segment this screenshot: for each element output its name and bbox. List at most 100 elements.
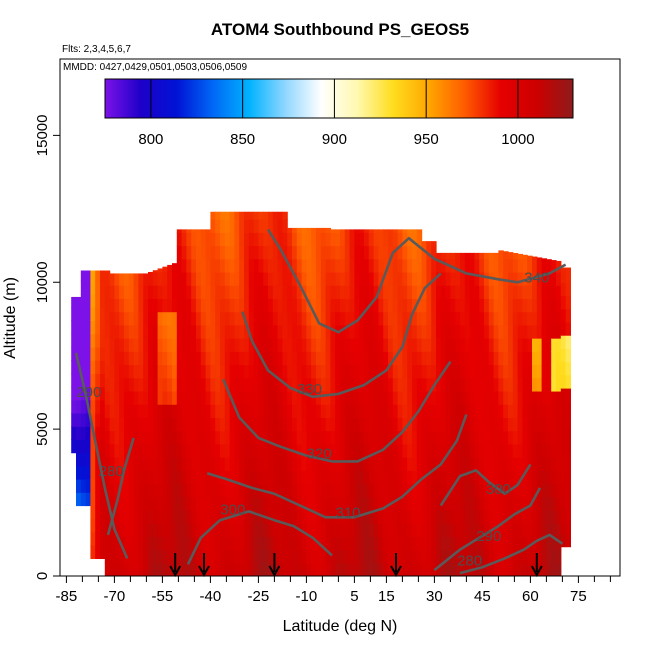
heatmap-cell	[263, 351, 269, 366]
heatmap-cell	[287, 338, 293, 352]
heatmap-cell	[239, 311, 245, 326]
heatmap-cell	[402, 417, 408, 432]
heatmap-cell	[493, 536, 499, 551]
heatmap-cell	[421, 241, 427, 247]
heatmap-cell	[224, 245, 231, 260]
heatmap-cell	[244, 311, 250, 326]
heatmap-cell	[296, 470, 303, 485]
heatmap-cell	[181, 271, 187, 286]
heatmap-cell	[503, 258, 509, 273]
heatmap-cell	[527, 338, 533, 352]
heatmap-cell	[268, 417, 274, 432]
heatmap-cell	[311, 232, 317, 247]
heatmap-cell	[517, 483, 523, 498]
heatmap-cell	[474, 364, 480, 379]
heatmap-cell	[474, 457, 480, 471]
heatmap-cell	[268, 311, 274, 326]
heatmap-cell	[200, 258, 207, 273]
heatmap-cell	[426, 483, 432, 498]
heatmap-cell	[100, 320, 106, 335]
heatmap-cell	[200, 245, 207, 260]
heatmap-cell	[306, 562, 312, 576]
heatmap-cell	[157, 483, 163, 498]
heatmap-cell	[152, 271, 159, 286]
heatmap-cell	[349, 285, 355, 300]
heatmap-cell	[272, 562, 279, 576]
heatmap-cell	[412, 470, 418, 485]
heatmap-cell	[244, 258, 250, 273]
heatmap-cell	[258, 298, 264, 313]
heatmap-cell	[512, 562, 519, 576]
contour-line-290-2	[74, 352, 129, 559]
heatmap-cell	[469, 298, 475, 313]
contour-label-280: 280	[99, 463, 124, 480]
heatmap-cell	[196, 377, 202, 392]
heatmap-cell	[200, 430, 207, 445]
heatmap-cell	[80, 439, 87, 454]
heatmap-cell	[152, 338, 159, 352]
heatmap-cell	[474, 285, 480, 300]
heatmap-cell	[71, 386, 77, 401]
heatmap-cell	[205, 258, 211, 273]
heatmap-cell	[359, 338, 365, 352]
heatmap-cell	[181, 509, 187, 524]
heatmap-cell	[114, 338, 120, 352]
heatmap-cell	[407, 549, 413, 564]
heatmap-cell	[560, 454, 567, 468]
heatmap-cell	[359, 271, 365, 286]
heatmap-cell	[316, 562, 322, 576]
heatmap-cell	[268, 245, 274, 260]
colorbar-tick-label-950: 950	[414, 131, 439, 148]
heatmap-cell	[508, 496, 514, 511]
heatmap-cell	[119, 273, 125, 286]
heatmap-cell	[186, 245, 192, 260]
heatmap-cell	[296, 285, 303, 300]
heatmap-cell	[464, 483, 471, 498]
heatmap-cell	[503, 364, 509, 379]
heatmap-cell	[536, 258, 543, 273]
heatmap-cell	[416, 443, 423, 458]
heatmap-cell	[464, 271, 471, 286]
heatmap-cell	[383, 351, 389, 366]
heatmap-cell	[431, 470, 437, 485]
heatmap-cell	[229, 338, 235, 352]
heatmap-cell	[76, 333, 82, 348]
heatmap-cell	[138, 509, 144, 524]
heatmap-cell	[215, 562, 221, 576]
heatmap-cell	[359, 229, 365, 233]
heatmap-cell	[277, 496, 283, 511]
heatmap-cell	[460, 285, 466, 300]
heatmap-cell	[229, 562, 235, 576]
heatmap-cell	[493, 285, 499, 300]
heatmap-cell	[272, 211, 279, 220]
heatmap-cell	[536, 377, 543, 392]
heatmap-cell	[340, 245, 346, 260]
heatmap-cell	[402, 430, 408, 445]
heatmap-cell	[541, 404, 547, 418]
heatmap-cell	[450, 523, 456, 537]
chart-title: ATOM4 Southbound PS_GEOS5	[211, 20, 469, 39]
heatmap-cell	[503, 271, 509, 286]
heatmap-cell	[152, 443, 159, 458]
heatmap-cell	[162, 266, 168, 273]
heatmap-cell	[512, 311, 519, 326]
heatmap-cell	[210, 483, 216, 498]
heatmap-cell	[90, 294, 96, 308]
heatmap-cell	[392, 404, 399, 418]
heatmap-cell	[316, 351, 322, 366]
heatmap-cell	[349, 364, 355, 379]
heatmap-cell	[287, 404, 293, 418]
heatmap-cell	[248, 311, 255, 326]
heatmap-cell	[474, 509, 480, 524]
heatmap-cell	[340, 536, 346, 551]
heatmap-cell	[416, 523, 423, 537]
heatmap-cell	[565, 295, 571, 310]
heatmap-cell	[244, 271, 250, 286]
heatmap-cell	[436, 443, 442, 458]
heatmap-cell	[344, 549, 351, 564]
heatmap-cell	[325, 496, 331, 511]
heatmap-cell	[287, 509, 293, 524]
heatmap-cell	[349, 390, 355, 405]
heatmap-cell	[200, 285, 207, 300]
heatmap-cell	[556, 364, 562, 379]
